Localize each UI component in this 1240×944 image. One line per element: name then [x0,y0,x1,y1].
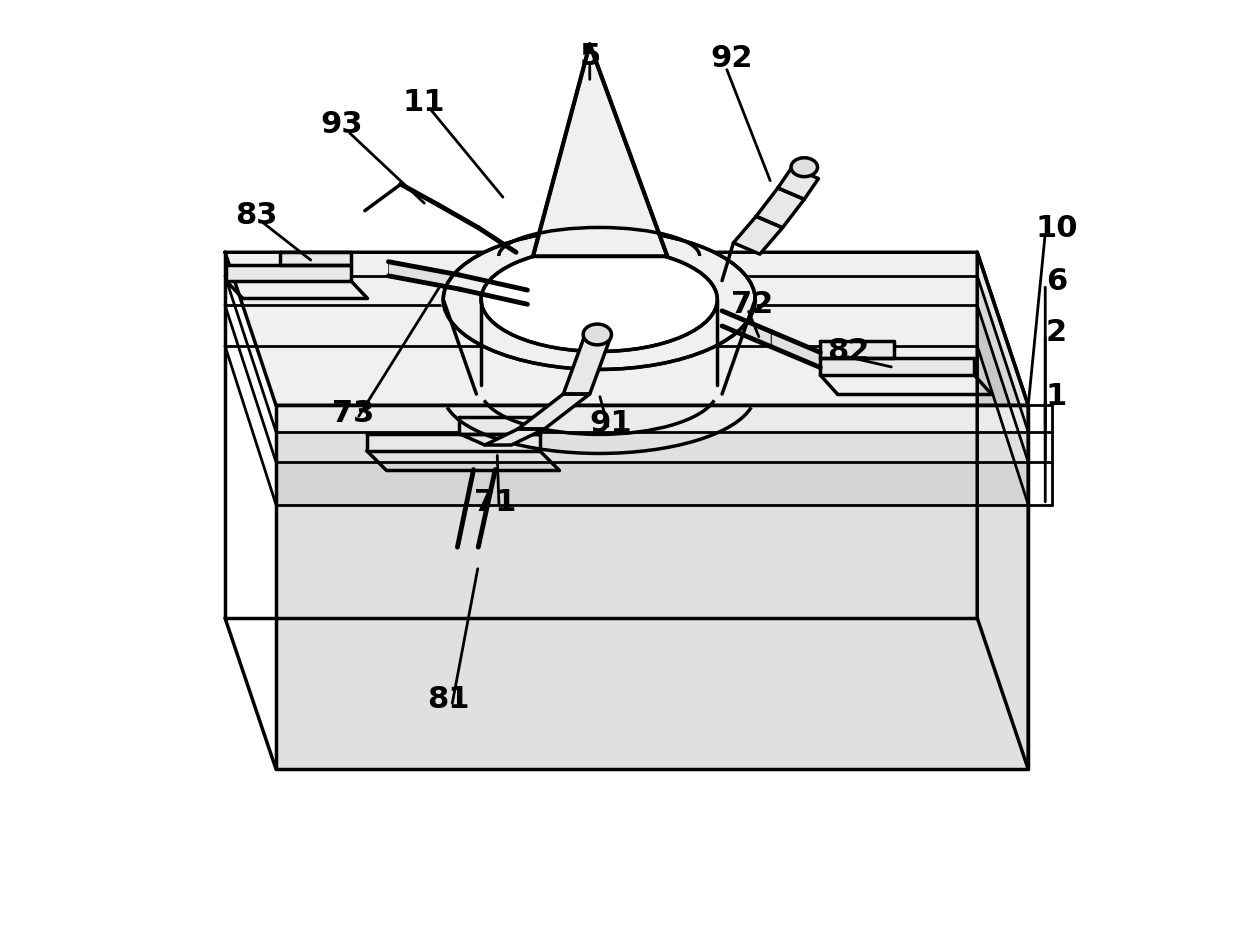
Ellipse shape [443,230,755,370]
Polygon shape [224,253,1028,406]
Polygon shape [722,312,771,347]
Text: 11: 11 [402,88,445,116]
Polygon shape [226,266,351,281]
Polygon shape [821,342,894,359]
Text: 72: 72 [732,290,774,318]
Polygon shape [367,434,539,451]
Text: 82: 82 [827,337,870,365]
Text: 6: 6 [1047,267,1068,295]
Text: 91: 91 [589,409,632,437]
Text: 5: 5 [579,42,600,71]
Polygon shape [277,432,1028,463]
Ellipse shape [441,229,758,371]
Polygon shape [977,277,1028,463]
Ellipse shape [481,248,717,352]
Polygon shape [977,253,1028,432]
Polygon shape [277,406,1028,432]
Text: 1: 1 [1047,382,1068,411]
Polygon shape [777,168,818,200]
Text: 83: 83 [236,201,278,229]
Ellipse shape [484,249,715,351]
Polygon shape [388,262,459,290]
Polygon shape [459,276,527,305]
Text: 92: 92 [711,44,753,73]
Text: 71: 71 [474,488,516,516]
Polygon shape [756,189,805,228]
Polygon shape [563,338,610,395]
Polygon shape [277,463,1028,505]
Polygon shape [485,430,544,446]
Polygon shape [977,253,1028,769]
Polygon shape [459,417,539,434]
Polygon shape [533,45,667,257]
Ellipse shape [791,159,817,177]
Polygon shape [280,253,351,266]
Ellipse shape [583,325,611,346]
Text: 2: 2 [1047,318,1068,346]
Polygon shape [277,406,1028,769]
Polygon shape [977,306,1028,505]
Polygon shape [733,217,782,255]
Text: 73: 73 [332,399,374,428]
Polygon shape [821,359,975,376]
Text: 93: 93 [320,110,362,139]
Polygon shape [518,395,590,430]
Text: 81: 81 [427,684,469,713]
Polygon shape [771,332,821,368]
Text: 10: 10 [1035,214,1078,243]
